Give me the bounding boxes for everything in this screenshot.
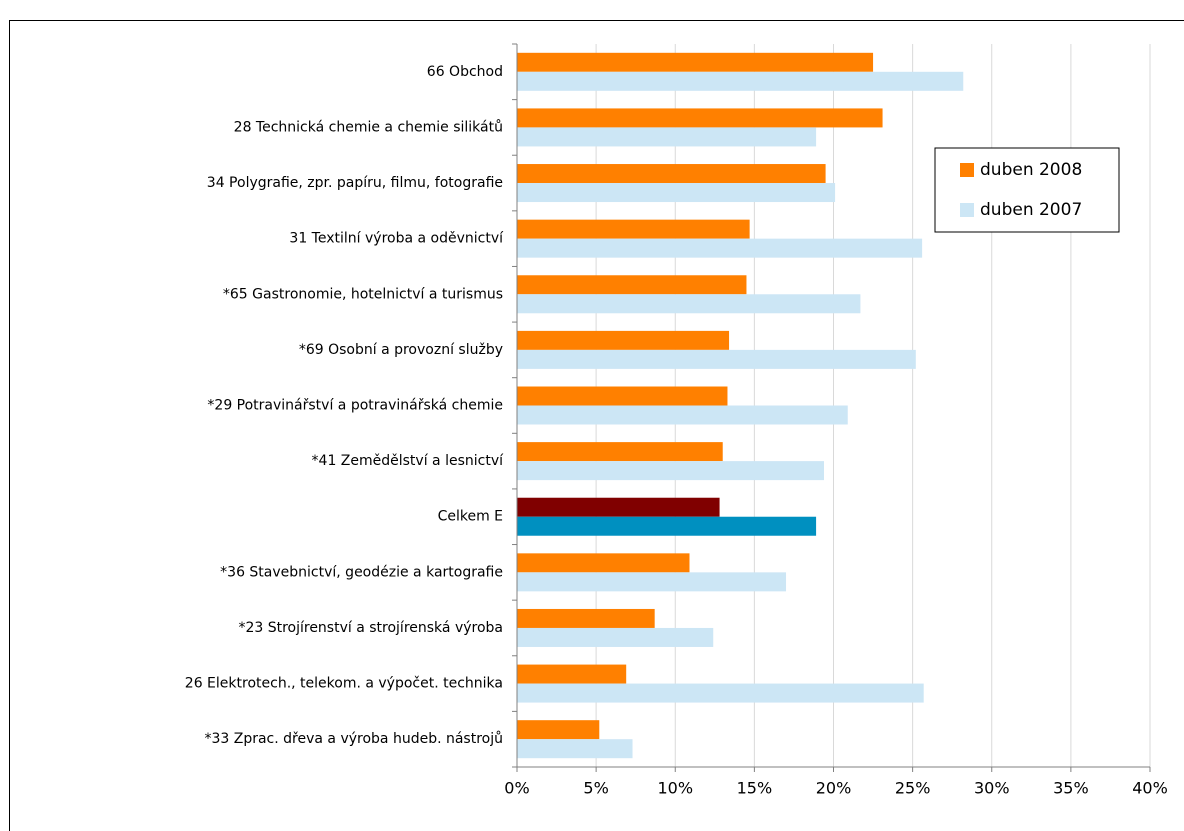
bar: [517, 405, 848, 425]
y-tick-label: *36 Stavebnictví, geodézie a kartografie: [220, 564, 503, 580]
bar: [517, 330, 730, 350]
y-tick-label: *41 Zemědělství a lesnictví: [312, 453, 505, 469]
bar: [517, 608, 655, 628]
x-tick-label: 20%: [816, 779, 852, 798]
bar: [517, 461, 825, 481]
legend-label: duben 2008: [980, 160, 1082, 180]
x-tick-label: 10%: [657, 779, 693, 798]
y-tick-label: Celkem E: [438, 509, 503, 525]
bar: [517, 127, 817, 147]
y-tick-label: *69 Osobní a provozní služby: [299, 342, 503, 358]
bar: [517, 497, 720, 517]
bar: [517, 164, 826, 184]
y-tick-label: 31 Textilní výroba a oděvnictví: [289, 231, 504, 247]
bar: [517, 183, 836, 203]
bar: [517, 71, 964, 91]
bar: [517, 442, 723, 462]
y-tick-label: *33 Zprac. dřeva a výroba hudeb. nástroj…: [204, 731, 503, 747]
y-tick-label: *65 Gastronomie, hotelnictví a turismus: [223, 286, 503, 302]
bar: [517, 275, 747, 295]
x-tick-label: 15%: [737, 779, 773, 798]
bar: [517, 627, 714, 647]
y-tick-label: 28 Technická chemie a chemie silikátů: [234, 119, 503, 135]
bar: [517, 553, 690, 573]
legend-swatch: [960, 203, 974, 217]
bar: [517, 386, 728, 406]
legend-box: [934, 147, 1120, 233]
bar: [517, 683, 924, 703]
x-tick-label: 30%: [974, 779, 1010, 798]
x-tick-label: 25%: [895, 779, 931, 798]
bar: [517, 349, 916, 369]
x-tick-label: 35%: [1053, 779, 1089, 798]
bar: [517, 572, 787, 592]
y-tick-label: 26 Elektrotech., telekom. a výpočet. tec…: [185, 676, 503, 692]
legend-label: duben 2007: [980, 200, 1082, 220]
bar: [517, 219, 750, 239]
legend-swatch: [960, 163, 974, 177]
y-tick-label: *29 Potravinářství a potravinářská chemi…: [207, 398, 503, 414]
bar: [517, 739, 633, 759]
bar: [517, 720, 600, 740]
x-tick-label: 0%: [504, 779, 529, 798]
x-tick-label: 5%: [583, 779, 608, 798]
y-tick-label: 34 Polygrafie, zpr. papíru, filmu, fotog…: [207, 175, 503, 191]
bar: [517, 516, 817, 536]
bar: [517, 664, 627, 684]
bar: [517, 52, 874, 72]
bar: [517, 238, 923, 258]
bar: [517, 294, 861, 314]
y-tick-label: 66 Obchod: [427, 64, 503, 80]
bar: [517, 108, 883, 128]
x-tick-label: 40%: [1132, 779, 1168, 798]
y-tick-label: *23 Strojírenství a strojírenská výroba: [238, 620, 503, 636]
